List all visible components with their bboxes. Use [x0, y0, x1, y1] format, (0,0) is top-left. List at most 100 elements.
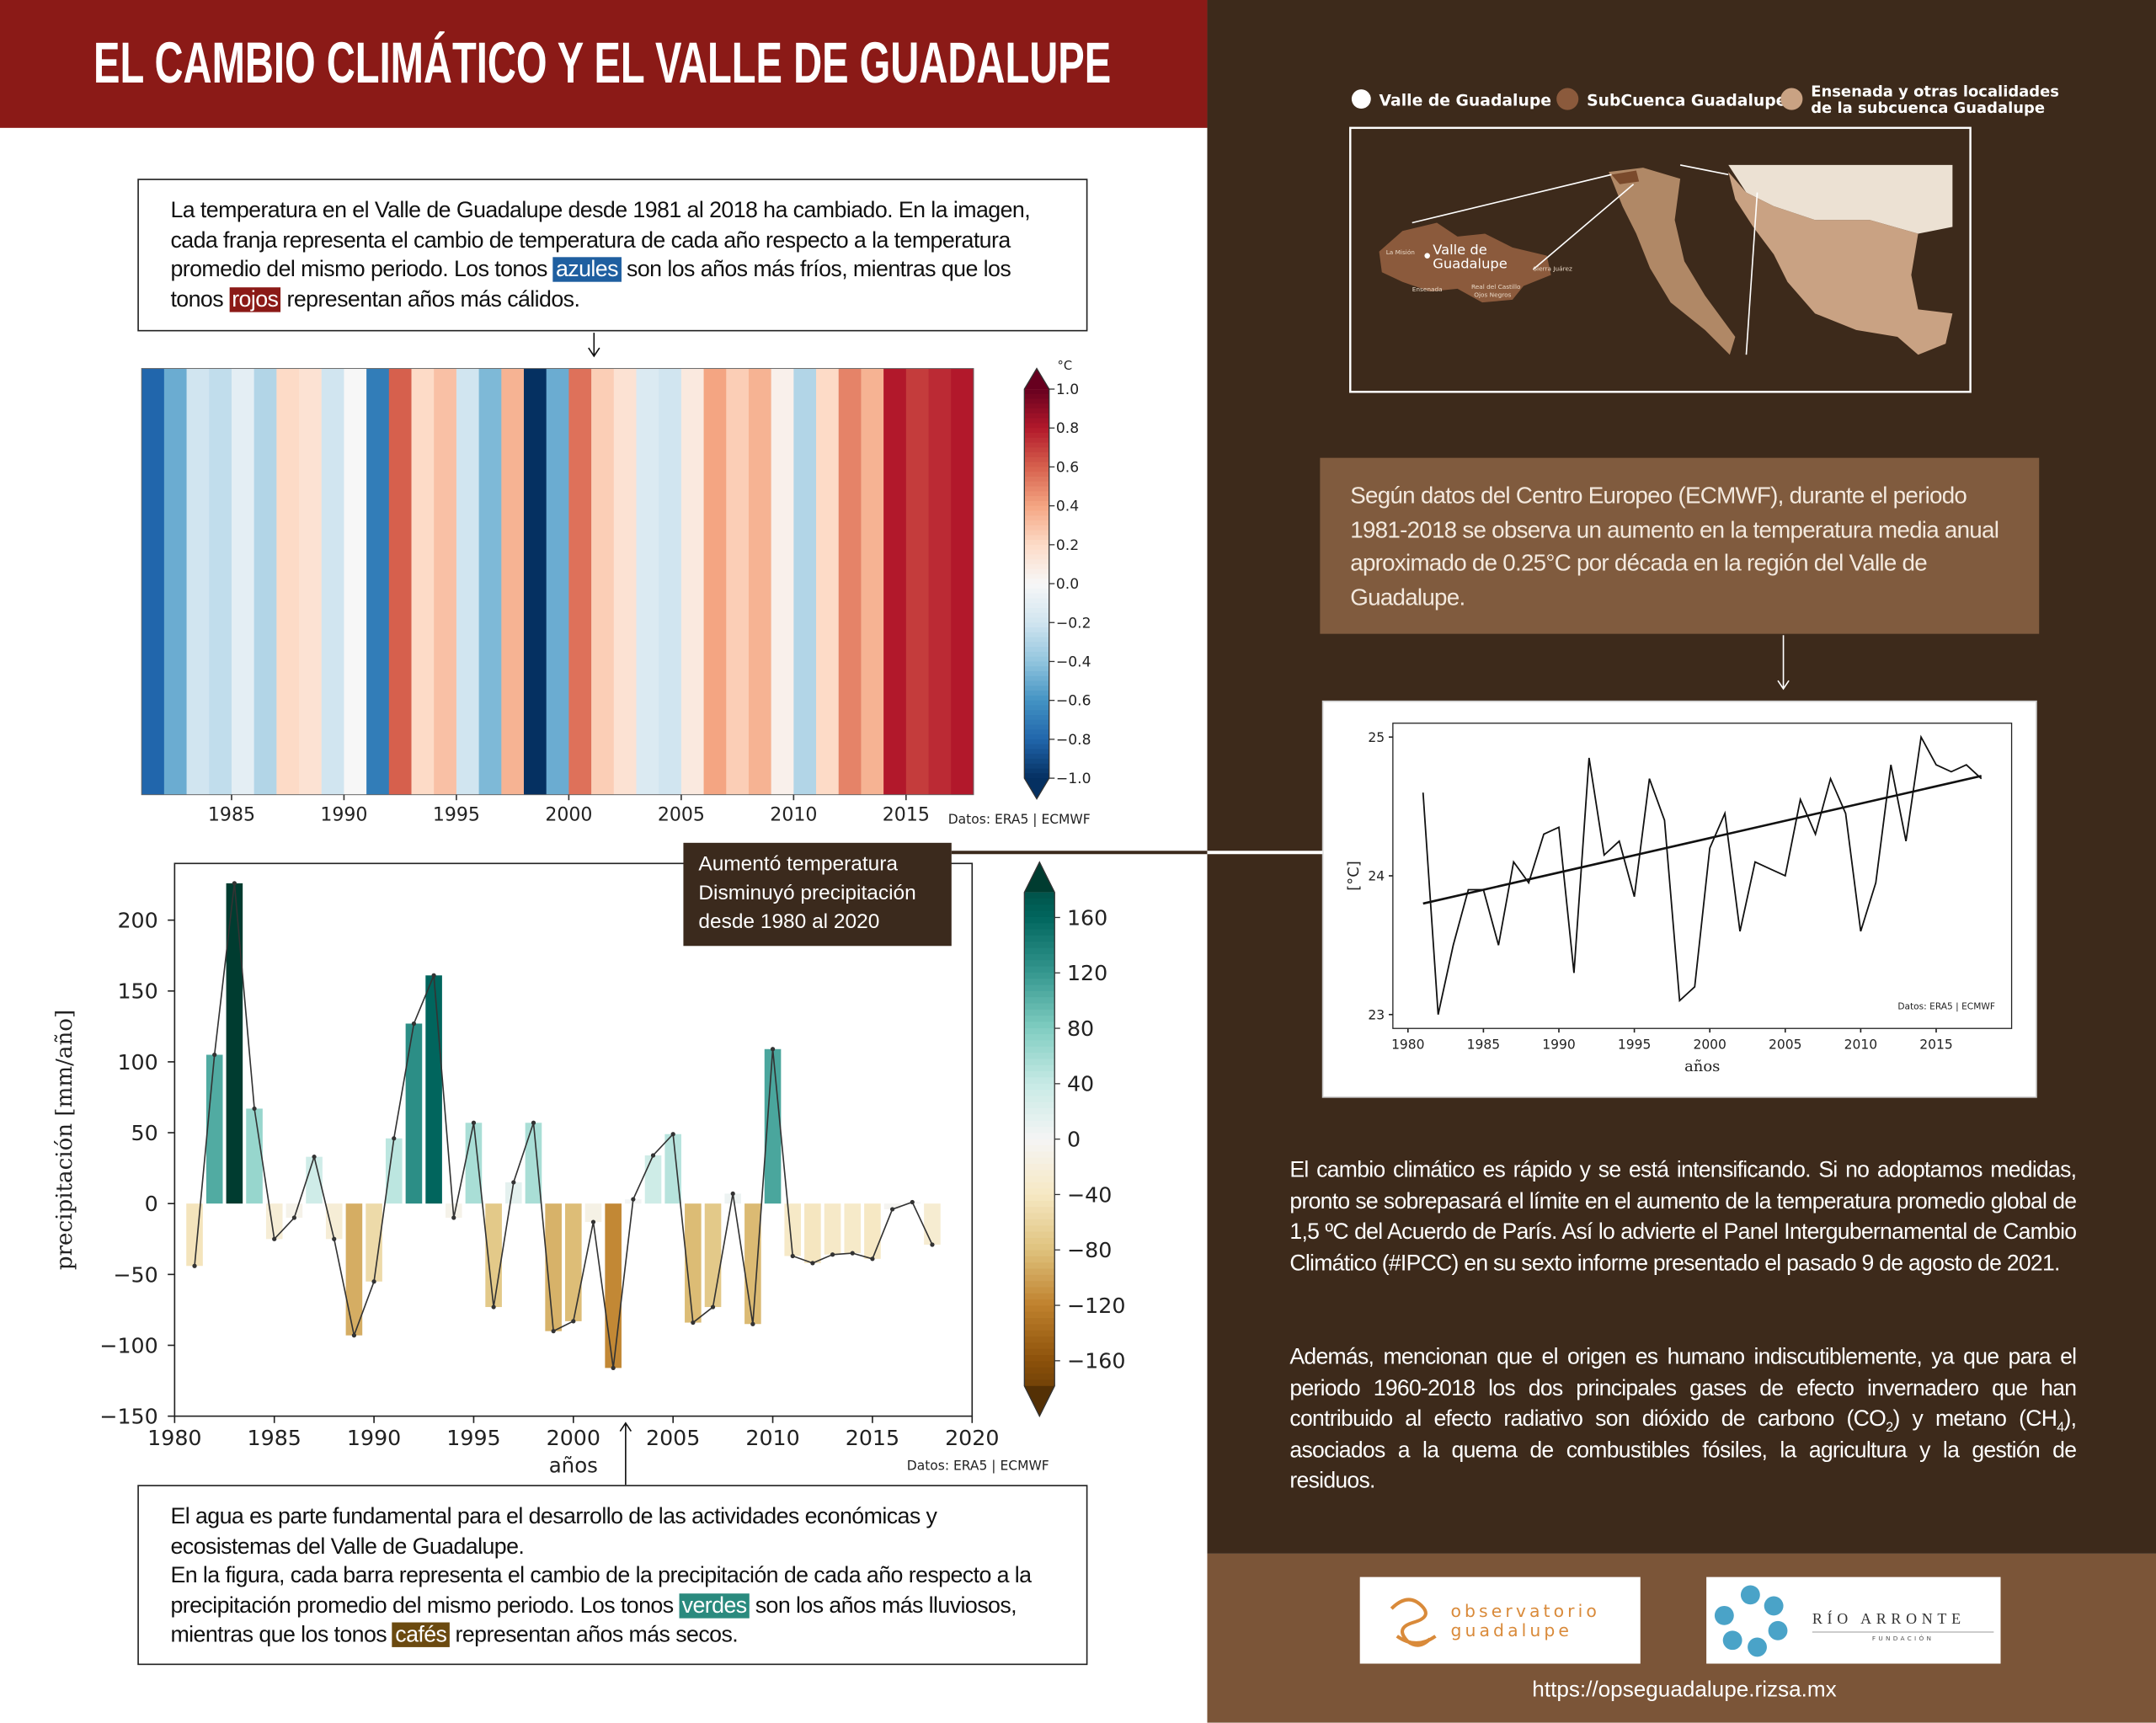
- x-tick-label: 1980: [147, 1426, 201, 1450]
- series-line: [1422, 734, 1983, 1015]
- note-text: El agua es parte fundamental para el des…: [170, 1504, 937, 1559]
- x-axis-label: años: [549, 1454, 598, 1478]
- logo-mark: [1390, 1598, 1437, 1647]
- stripe: [591, 368, 615, 795]
- colorbar-segment: [1024, 739, 1049, 745]
- point: [670, 1132, 675, 1137]
- colorbar-segment: [1024, 1059, 1055, 1066]
- colorbar-segment: [1024, 472, 1049, 477]
- map-connector: [1532, 184, 1635, 270]
- colorbar-segment: [1024, 675, 1049, 682]
- colorbar-segment: [1024, 953, 1055, 961]
- legend-label: Valle de Guadalupe: [1380, 93, 1551, 110]
- point: [431, 973, 436, 978]
- x-tick-label: 2020: [945, 1426, 999, 1450]
- point: [491, 1304, 496, 1310]
- bar: [366, 1203, 382, 1282]
- colorbar-segment: [1024, 734, 1049, 740]
- stripe: [771, 368, 794, 795]
- colorbar-segment: [1024, 491, 1049, 497]
- colorbar-segment: [1024, 1262, 1055, 1270]
- map-legend: Valle de Guadalupe SubCuenca Guadalupe E…: [1351, 83, 2059, 117]
- logo-box: [1359, 1576, 1641, 1664]
- bar: [744, 1203, 761, 1325]
- arrow: [588, 333, 600, 358]
- colorbar-segment: [1024, 559, 1049, 565]
- point: [471, 1120, 477, 1125]
- point: [710, 1304, 716, 1310]
- colorbar-outline: [1023, 861, 1055, 1418]
- stripe: [141, 368, 165, 795]
- colorbar-segment: [1024, 1139, 1055, 1146]
- point: [590, 1219, 596, 1224]
- point: [392, 1136, 397, 1141]
- colorbar-segment: [1024, 505, 1049, 512]
- y-axis-label: precipitación [mm/año]: [52, 1010, 77, 1270]
- x-tick-label: 2005: [1769, 1038, 1801, 1053]
- colorbar-segment: [1024, 719, 1049, 726]
- colorbar-tick-label: −80: [1067, 1238, 1112, 1262]
- colorbar-segment: [1024, 1379, 1055, 1387]
- note-text: representan años más cálidos.: [280, 286, 580, 312]
- colorbar-segment: [1024, 603, 1049, 609]
- point: [770, 1047, 776, 1052]
- colorbar-segment: [1024, 691, 1049, 696]
- bar: [704, 1203, 722, 1308]
- colorbar-segment: [1024, 481, 1049, 488]
- colorbar-segment: [1024, 1071, 1055, 1079]
- point: [332, 1236, 337, 1241]
- stripe: [703, 368, 727, 795]
- colorbar-segment: [1024, 588, 1049, 595]
- callout-text: desde 1980 al 2020: [698, 910, 879, 933]
- colorbar-segment: [1024, 666, 1049, 672]
- source-note: Datos: ERA5 | ECMWF: [1897, 1000, 1995, 1011]
- arrow: [1777, 635, 1790, 691]
- ghg-note: Además, mencionan que el origen es human…: [1289, 1342, 2077, 1496]
- colorbar-segment: [1024, 1016, 1055, 1023]
- stripe: [209, 368, 232, 795]
- colorbar-segment: [1024, 1213, 1055, 1220]
- bar: [525, 1123, 542, 1204]
- logo-text: RÍO ARRONTE: [1812, 1609, 1966, 1627]
- point: [371, 1279, 376, 1284]
- x-tick-label: 1985: [248, 1426, 302, 1450]
- map-mainland: [1728, 172, 1953, 355]
- map-inset: [1379, 222, 1551, 303]
- colorbar-segment: [1024, 418, 1049, 424]
- note-text: En la figura, cada barra representa el c…: [170, 1563, 1032, 1618]
- colorbar-segment: [1024, 904, 1055, 912]
- colorbar-segment: [1024, 715, 1049, 721]
- plot-frame: [141, 368, 974, 796]
- point: [691, 1320, 696, 1326]
- colorbar-segment: [1024, 705, 1049, 711]
- bar: [505, 1182, 522, 1204]
- colorbar-segment: [1024, 1053, 1055, 1060]
- bar: [864, 1203, 881, 1259]
- map-connector: [1745, 192, 1758, 355]
- colorbar-segment: [1024, 1034, 1055, 1042]
- stripe: [636, 368, 659, 795]
- point: [551, 1329, 556, 1334]
- highlight: azules: [552, 257, 622, 282]
- bar: [724, 1193, 741, 1204]
- temperature-note: La temperatura en el Valle de Guadalupe …: [137, 179, 1088, 332]
- stripe: [793, 368, 817, 795]
- colorbar-segment: [1024, 763, 1049, 770]
- source-note: Datos: ERA5 | ECMWF: [907, 1458, 1049, 1473]
- stripe: [344, 368, 367, 795]
- stripe: [928, 368, 952, 795]
- stripe: [659, 368, 682, 795]
- point: [252, 1106, 257, 1112]
- colorbar-segment: [1024, 573, 1049, 579]
- x-tick-label: 1995: [446, 1426, 500, 1450]
- ipcc-note: El cambio climático es rápido y se está …: [1289, 1157, 2077, 1276]
- bar: [205, 1054, 223, 1204]
- colorbar-segment: [1024, 1144, 1055, 1152]
- colorbar-segment: [1024, 1244, 1055, 1251]
- x-tick-label: 2015: [846, 1426, 899, 1450]
- map: Valle de Guadalupe La Misión Ensenada Re…: [1379, 164, 1953, 355]
- bar: [186, 1203, 203, 1267]
- bar: [345, 1203, 363, 1336]
- colorbar-segment: [1024, 923, 1055, 931]
- highlight: rojos: [228, 286, 281, 312]
